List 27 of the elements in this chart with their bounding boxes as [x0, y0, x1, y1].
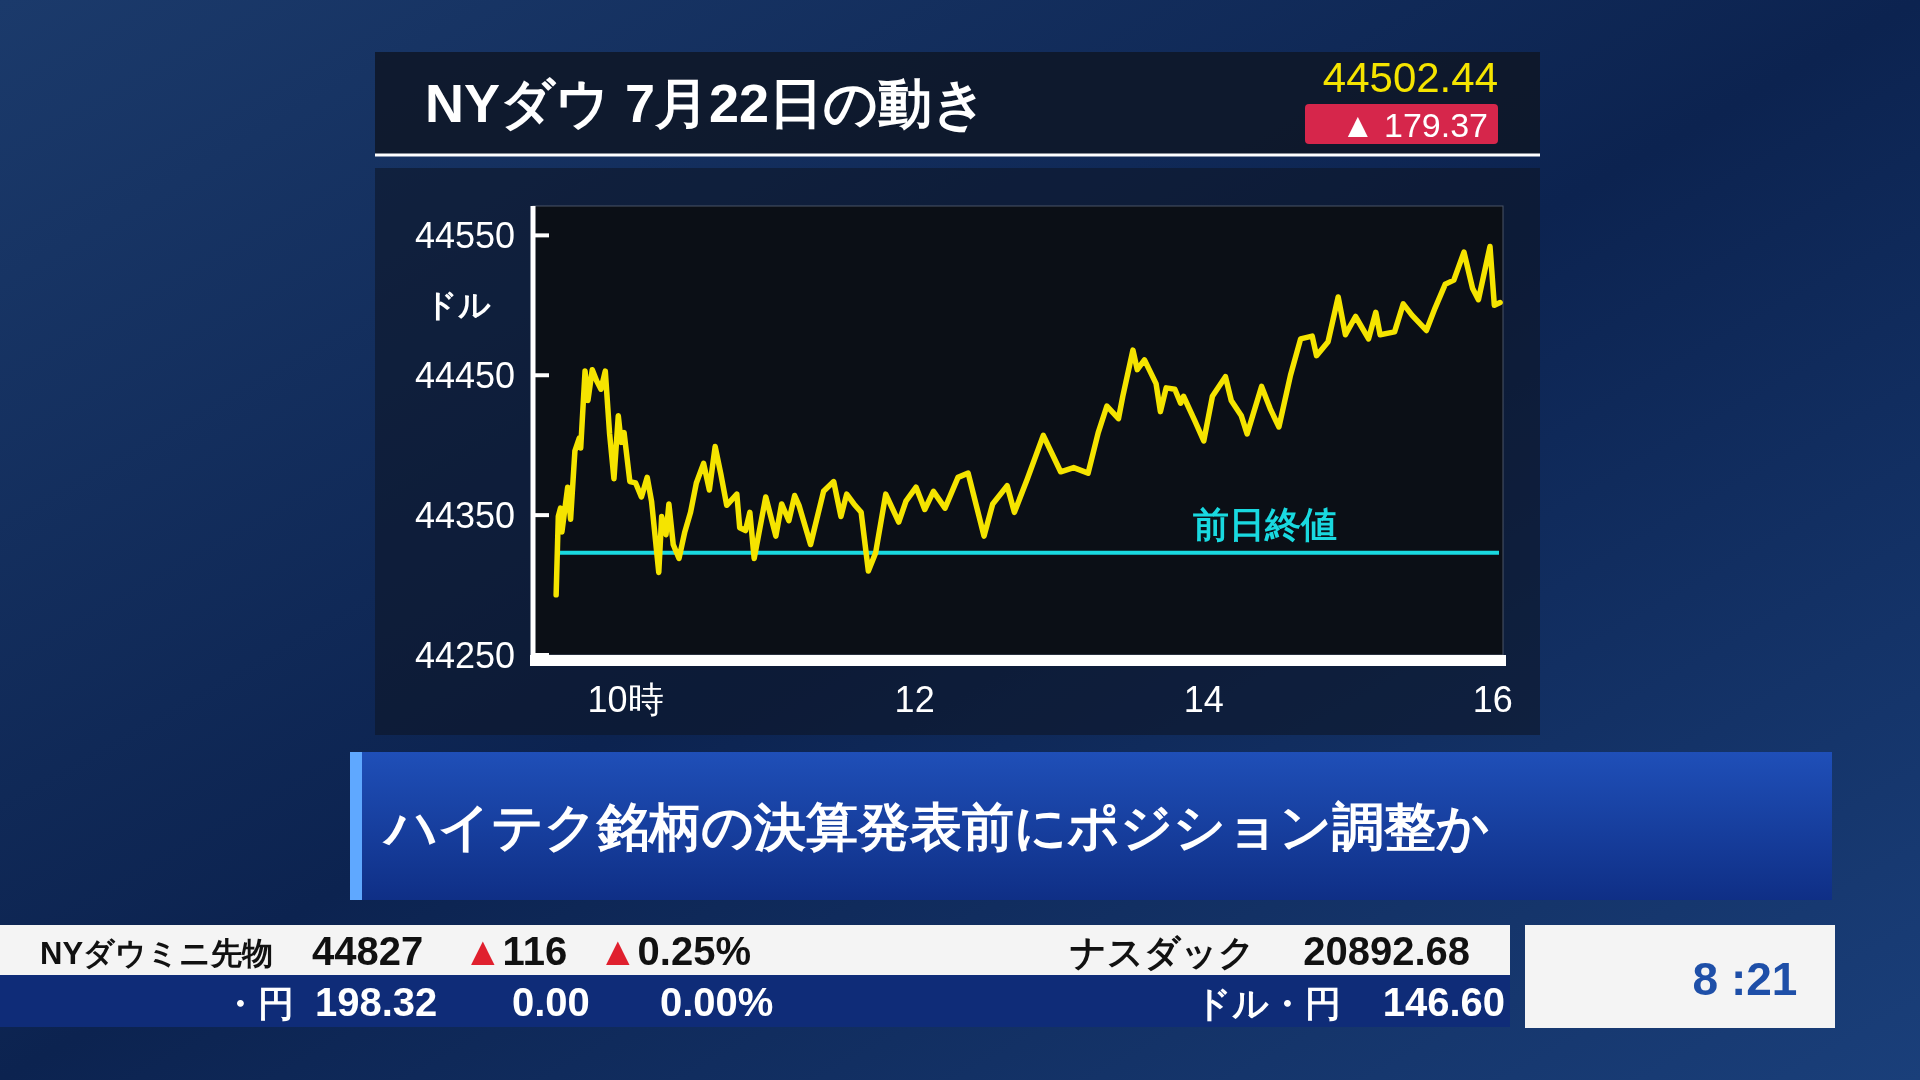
x-tick-label: 12: [894, 679, 935, 720]
text: ▲0.25%: [598, 929, 752, 973]
text: ナスダック: [1070, 932, 1255, 973]
y-tick-label: 44350: [414, 495, 515, 537]
text: 198.32: [315, 980, 438, 1024]
y-tick-label: 44450: [414, 355, 515, 397]
text: ドル・円: [1195, 983, 1341, 1024]
text: 20892.68: [1303, 929, 1470, 973]
text: NYダウミニ先物: [40, 936, 274, 971]
text: 0.00: [512, 980, 590, 1024]
text: 44502.44: [1322, 54, 1498, 101]
text: 44827: [312, 929, 424, 973]
text: ▲116: [463, 929, 568, 973]
text: ハイテク銘柄の決算発表前にポジション調整か: [382, 798, 1489, 856]
y-tick-label: 44250: [414, 635, 515, 676]
text: ・円: [222, 983, 294, 1024]
y-tick-label: 44550: [414, 215, 515, 257]
ref-line-label: 前日終値: [1193, 503, 1338, 545]
text: 146.60: [1382, 980, 1505, 1024]
text: ▲ 179.37: [1340, 106, 1488, 144]
x-tick-label: 10時: [587, 679, 664, 720]
y-axis-title: ドル: [425, 287, 491, 323]
text: 0.00%: [660, 980, 774, 1024]
x-tick-label: 14: [1183, 679, 1224, 720]
chart-title: NYダウ 7月22日の動き: [425, 73, 988, 133]
text: 8 :21: [1692, 953, 1798, 1005]
x-tick-label: 16: [1472, 679, 1513, 720]
